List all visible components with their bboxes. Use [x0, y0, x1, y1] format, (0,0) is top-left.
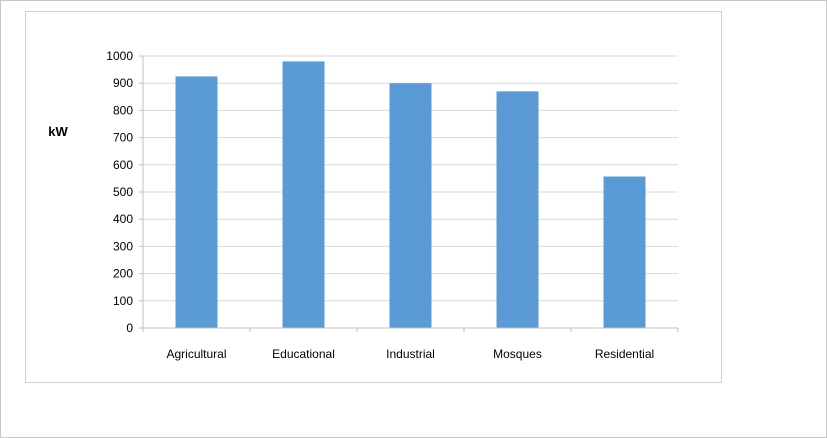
y-tick-label: 300 [113, 239, 133, 253]
bar-chart: 0 100 200 300 400 500 600 700 800 900 1000 Agricul… [48, 49, 679, 361]
y-tick-label: 800 [113, 103, 133, 117]
x-tick-label: Agricultural [166, 347, 226, 361]
bars [175, 61, 646, 329]
bar-educational [282, 61, 325, 328]
y-tick-label: 100 [113, 294, 133, 308]
axes [142, 56, 679, 332]
bar-agricultural [175, 76, 218, 329]
bar-residential [603, 176, 646, 328]
bar-mosques [496, 91, 539, 328]
y-tick-label: 200 [113, 267, 133, 281]
chart-area: 0 100 200 300 400 500 600 700 800 900 1000 Agricul… [25, 11, 722, 383]
y-tick-label: 600 [113, 158, 133, 172]
y-tick-label: 900 [113, 76, 133, 90]
bar-industrial [389, 83, 432, 328]
y-tick-label: 700 [113, 131, 133, 145]
x-tick-labels: Agricultural Educational Industrial Mosques… [166, 347, 654, 361]
y-tick-label: 0 [126, 321, 133, 335]
x-tick-label: Residential [595, 347, 654, 361]
y-tick-label: 500 [113, 185, 133, 199]
x-tick-label: Mosques [493, 347, 542, 361]
y-tick-label: 400 [113, 212, 133, 226]
x-tick-label: Industrial [386, 347, 435, 361]
y-axis-label: kW [48, 124, 68, 139]
x-tick-label: Educational [272, 347, 335, 361]
y-tick-labels: 0 100 200 300 400 500 600 700 800 900 1000 [106, 49, 133, 335]
y-tick-label: 1000 [106, 49, 133, 63]
